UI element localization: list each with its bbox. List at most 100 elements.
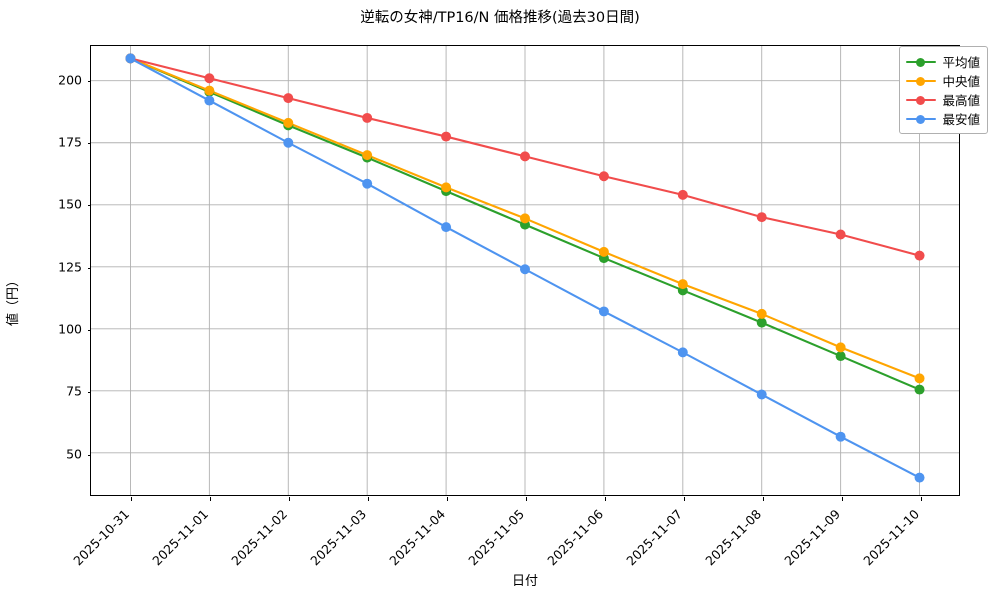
data-point-marker — [362, 150, 373, 161]
data-point-marker — [204, 73, 215, 84]
x-tick-mark — [209, 497, 211, 501]
y-tick-label: 100 — [58, 321, 82, 337]
x-tick-label: 2025-11-03 — [307, 502, 374, 568]
y-tick-mark — [87, 143, 91, 145]
data-point-marker — [125, 53, 136, 64]
data-point-marker — [756, 308, 767, 319]
x-tick-label-text: 2025-11-09 — [781, 506, 844, 569]
chart-title: 逆転の女神/TP16/N 価格推移(過去30日間) — [360, 10, 640, 26]
x-tick-label-text: 2025-11-03 — [307, 506, 369, 569]
x-tick-label-text: 2025-11-01 — [148, 506, 211, 569]
data-point-marker — [835, 229, 846, 240]
data-point-marker — [283, 93, 294, 104]
data-point-marker — [441, 222, 452, 233]
y-tick-mark — [87, 205, 91, 207]
x-tick-label-text: 2025-11-02 — [227, 506, 290, 569]
legend-item-最高値[interactable]: 最高値 — [906, 90, 980, 109]
data-point-marker — [756, 212, 767, 223]
legend-item-最安値[interactable]: 最安値 — [906, 109, 980, 128]
data-point-marker — [756, 317, 767, 328]
x-tick-mark — [921, 497, 923, 501]
x-tick-label: 2025-11-08 — [702, 502, 769, 568]
y-tick-mark — [87, 330, 91, 332]
data-point-marker — [441, 131, 452, 142]
y-tick-label: 75 — [66, 383, 82, 399]
x-tick-label-text: 2025-11-05 — [465, 506, 528, 569]
x-tick-label: 2025-11-10 — [861, 502, 927, 568]
x-tick-label-text: 2025-11-07 — [623, 506, 686, 569]
data-point-marker — [598, 171, 609, 182]
legend-label: 最高値 — [942, 93, 980, 108]
x-tick-mark — [288, 497, 290, 501]
x-tick-label: 2025-11-05 — [465, 502, 532, 568]
data-point-marker — [362, 178, 373, 189]
legend-color-swatch — [906, 93, 937, 107]
y-tick-label: 125 — [58, 259, 82, 275]
y-axis-tick-labels: 50 75 100 125 150 175 200 — [30, 45, 82, 496]
x-axis-label: 日付 — [511, 574, 538, 589]
data-point-marker — [441, 182, 452, 193]
y-tick-label: 200 — [58, 72, 82, 88]
x-tick-mark — [684, 497, 686, 501]
y-tick-label: 50 — [66, 446, 82, 462]
data-point-marker — [756, 389, 767, 400]
legend-label: 最安値 — [942, 112, 980, 127]
x-tick-mark — [130, 497, 132, 501]
y-tick-mark — [87, 80, 91, 82]
data-point-marker — [283, 117, 294, 128]
x-tick-label: 2025-11-01 — [149, 502, 216, 568]
data-point-marker — [204, 85, 215, 96]
data-point-marker — [520, 151, 530, 162]
x-tick-label: 2025-10-31 — [70, 502, 137, 568]
data-point-marker — [677, 189, 688, 200]
x-tick-label: 2025-11-02 — [228, 502, 295, 568]
data-point-marker — [598, 246, 609, 257]
data-point-marker — [520, 213, 530, 224]
x-tick-label-text: 2025-11-10 — [860, 506, 923, 569]
legend-item-平均値[interactable]: 平均値 — [906, 52, 980, 71]
plot-area — [87, 45, 960, 501]
x-tick-label-text: 2025-10-31 — [69, 506, 132, 569]
x-tick-mark — [367, 497, 369, 501]
data-point-marker — [914, 472, 925, 483]
data-point-marker — [914, 373, 925, 384]
data-point-marker — [914, 384, 925, 395]
legend-color-swatch — [906, 112, 937, 126]
x-tick-label-text: 2025-11-08 — [702, 506, 765, 569]
y-tick-mark — [87, 454, 91, 456]
data-series-layer — [125, 53, 925, 483]
legend-color-swatch — [906, 55, 937, 69]
legend-color-swatch — [906, 74, 937, 88]
x-tick-label: 2025-11-09 — [782, 502, 848, 568]
data-point-marker — [520, 264, 530, 275]
data-point-marker — [598, 306, 609, 317]
data-point-marker — [283, 137, 294, 148]
y-tick-label: 150 — [58, 196, 82, 212]
legend-item-中央値[interactable]: 中央値 — [906, 71, 980, 90]
y-tick-mark — [87, 267, 91, 269]
x-tick-label: 2025-11-04 — [386, 502, 453, 568]
x-tick-mark — [526, 497, 527, 501]
y-tick-label: 175 — [58, 134, 82, 150]
legend-label: 平均値 — [942, 55, 980, 70]
data-point-marker — [914, 250, 925, 261]
x-tick-label-text: 2025-11-04 — [386, 506, 449, 569]
data-point-marker — [835, 351, 846, 362]
x-tick-label: 2025-11-07 — [623, 502, 690, 568]
x-tick-mark — [605, 497, 607, 501]
data-point-marker — [835, 431, 846, 442]
data-point-marker — [677, 279, 688, 290]
x-tick-mark — [763, 497, 765, 501]
chart-legend: 平均値中央値最高値最安値 — [899, 46, 988, 134]
y-tick-mark — [87, 392, 91, 394]
data-point-marker — [204, 95, 215, 106]
data-point-marker — [835, 342, 846, 353]
x-tick-label: 2025-11-06 — [544, 502, 611, 568]
y-axis-label: 値（円） — [5, 274, 21, 327]
x-tick-mark — [842, 497, 844, 501]
x-tick-label-text: 2025-11-06 — [544, 506, 607, 569]
x-tick-mark — [446, 497, 448, 501]
legend-label: 中央値 — [942, 74, 980, 89]
data-point-marker — [677, 347, 688, 358]
